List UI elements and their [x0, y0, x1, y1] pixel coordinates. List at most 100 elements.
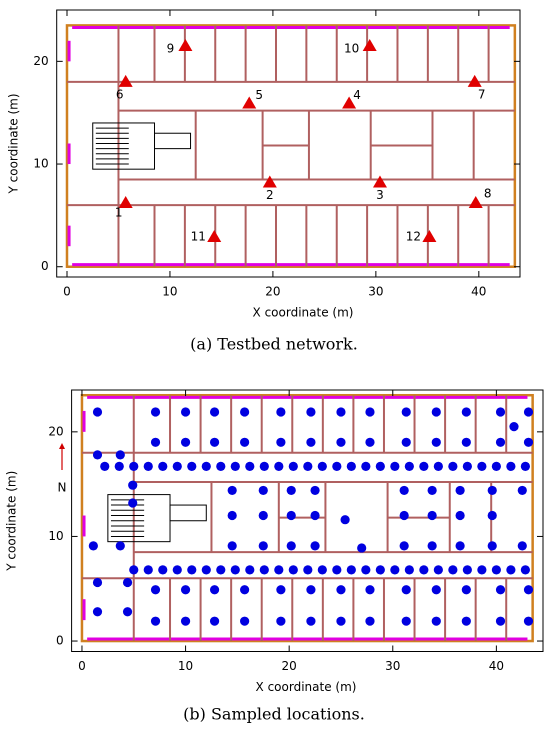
- marker: [240, 438, 249, 447]
- marker: [259, 486, 268, 495]
- point-label: 8: [484, 187, 492, 201]
- marker: [216, 565, 225, 574]
- marker: [181, 585, 190, 594]
- marker: [336, 617, 345, 626]
- marker: [210, 585, 219, 594]
- marker: [144, 462, 153, 471]
- marker: [400, 486, 409, 495]
- marker: [210, 407, 219, 416]
- marker: [336, 585, 345, 594]
- annotation: N: [58, 481, 67, 495]
- marker: [402, 438, 411, 447]
- north-arrow-head: [59, 443, 65, 449]
- marker: [228, 511, 237, 520]
- marker: [274, 565, 283, 574]
- marker: [181, 438, 190, 447]
- marker: [432, 438, 441, 447]
- marker: [419, 462, 428, 471]
- marker: [365, 407, 374, 416]
- marker: [210, 617, 219, 626]
- marker: [240, 585, 249, 594]
- marker: [128, 498, 137, 507]
- marker: [129, 462, 138, 471]
- marker: [434, 565, 443, 574]
- marker: [287, 541, 296, 550]
- marker: [506, 565, 515, 574]
- x-tick-label: 20: [265, 285, 280, 299]
- marker: [524, 438, 533, 447]
- marker: [405, 565, 414, 574]
- marker: [456, 541, 465, 550]
- marker: [357, 543, 366, 552]
- marker: [240, 617, 249, 626]
- marker: [376, 462, 385, 471]
- marker: [496, 407, 505, 416]
- marker: [245, 462, 254, 471]
- marker: [521, 462, 530, 471]
- marker: [469, 196, 483, 208]
- marker: [390, 565, 399, 574]
- x-tick-label: 20: [282, 659, 297, 673]
- marker: [303, 462, 312, 471]
- y-tick-label: 20: [48, 424, 63, 438]
- marker: [181, 617, 190, 626]
- marker: [390, 462, 399, 471]
- marker: [93, 450, 102, 459]
- marker: [361, 462, 370, 471]
- marker: [202, 565, 211, 574]
- marker: [496, 585, 505, 594]
- marker: [216, 462, 225, 471]
- marker: [116, 450, 125, 459]
- marker: [303, 565, 312, 574]
- marker: [521, 565, 530, 574]
- marker: [318, 462, 327, 471]
- marker: [462, 617, 471, 626]
- marker: [365, 617, 374, 626]
- marker: [462, 438, 471, 447]
- marker: [509, 422, 518, 431]
- caption: (b) Sampled locations.: [183, 705, 365, 724]
- marker: [151, 407, 160, 416]
- stairs: [93, 123, 155, 169]
- marker: [289, 462, 298, 471]
- marker: [492, 462, 501, 471]
- marker: [158, 565, 167, 574]
- marker: [187, 462, 196, 471]
- x-tick-label: 0: [63, 285, 71, 299]
- marker: [151, 617, 160, 626]
- marker: [100, 462, 109, 471]
- marker: [93, 407, 102, 416]
- x-tick-label: 30: [385, 659, 400, 673]
- marker: [488, 486, 497, 495]
- marker: [524, 407, 533, 416]
- marker: [456, 486, 465, 495]
- marker: [173, 565, 182, 574]
- x-tick-label: 10: [178, 659, 193, 673]
- marker: [422, 230, 436, 242]
- marker: [400, 511, 409, 520]
- marker: [260, 462, 269, 471]
- y-tick-label: 10: [33, 157, 48, 171]
- marker: [332, 462, 341, 471]
- marker: [259, 541, 268, 550]
- marker: [123, 578, 132, 587]
- elevator: [155, 133, 191, 148]
- point-label: 12: [406, 229, 421, 243]
- marker: [151, 585, 160, 594]
- marker: [228, 541, 237, 550]
- marker: [228, 486, 237, 495]
- marker: [93, 578, 102, 587]
- marker: [456, 511, 465, 520]
- marker: [432, 407, 441, 416]
- marker: [477, 565, 486, 574]
- y-axis-label: Y coordinate (m): [5, 471, 19, 572]
- x-tick-label: 0: [78, 659, 86, 673]
- x-axis-label: X coordinate (m): [253, 306, 354, 320]
- point-label: 3: [376, 188, 384, 202]
- marker: [306, 438, 315, 447]
- marker: [496, 617, 505, 626]
- elevator: [170, 505, 206, 521]
- marker: [144, 565, 153, 574]
